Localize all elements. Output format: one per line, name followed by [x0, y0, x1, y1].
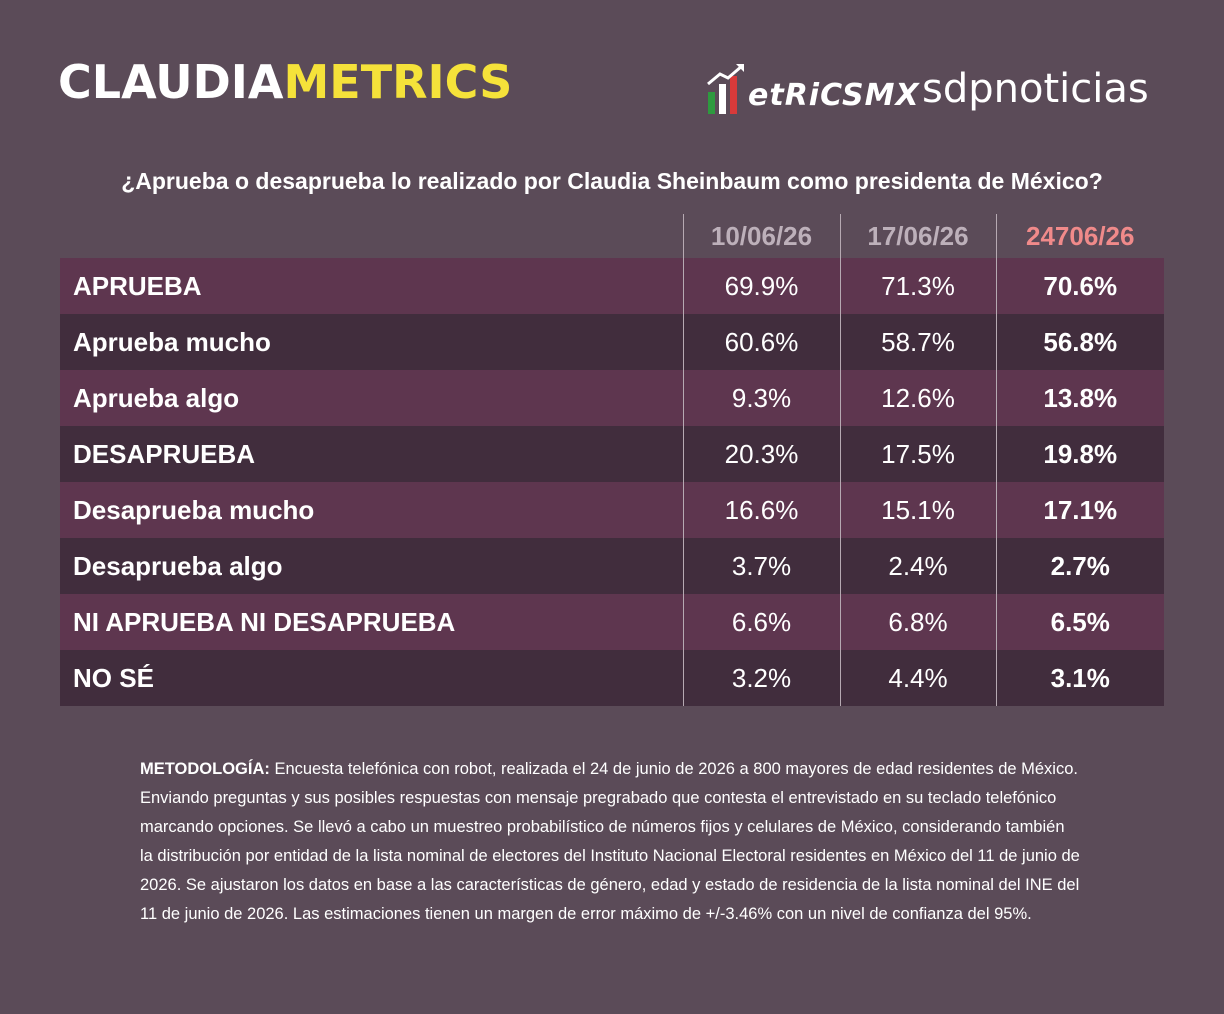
- cell-value-latest: 3.1%: [995, 650, 1164, 706]
- row-label: Desaprueba mucho: [60, 482, 683, 538]
- cell-value: 15.1%: [839, 482, 996, 538]
- brand-part-claudia: CLAUDIA: [58, 55, 284, 109]
- cell-value: 4.4%: [839, 650, 996, 706]
- cell-value: 6.6%: [682, 594, 840, 650]
- methodology-text: Encuesta telefónica con robot, realizada…: [140, 760, 1080, 923]
- cell-value: 3.2%: [682, 650, 840, 706]
- table-row-aprueba: APRUEBA 69.9% 71.3% 70.6%: [60, 258, 1164, 314]
- table-row-ni-aprueba-ni-desaprueba: NI APRUEBA NI DESAPRUEBA 6.6% 6.8% 6.5%: [60, 594, 1164, 650]
- cell-value: 20.3%: [682, 426, 840, 482]
- cell-value: 9.3%: [682, 370, 840, 426]
- cell-value-latest: 6.5%: [995, 594, 1164, 650]
- cell-value: 3.7%: [682, 538, 840, 594]
- cell-value: 16.6%: [682, 482, 840, 538]
- chart-title: ¿Aprueba o desaprueba lo realizado por C…: [121, 168, 1103, 194]
- claudiametrics-logo: CLAUDIAMETRICS: [58, 52, 512, 112]
- metricsmx-chart-icon: [707, 64, 744, 114]
- metricsmx-logo-text: etRiCSMX: [748, 78, 920, 113]
- row-label: Aprueba algo: [60, 370, 683, 426]
- cell-value: 71.3%: [839, 258, 996, 314]
- cell-value: 69.9%: [682, 258, 840, 314]
- sdpnoticias-logo: sdpnoticias: [922, 66, 1149, 112]
- header-row: 10/06/26 17/06/26 24706/26: [60, 214, 1164, 258]
- cell-value: 60.6%: [682, 314, 840, 370]
- column-header-date-2: 17/06/26: [839, 214, 996, 258]
- row-label: NO SÉ: [60, 650, 683, 706]
- cell-value-latest: 13.8%: [995, 370, 1164, 426]
- methodology-note: METODOLOGÍA: Encuesta telefónica con rob…: [140, 755, 1080, 929]
- cell-value: 2.4%: [839, 538, 996, 594]
- table-row-desaprueba-algo: Desaprueba algo 3.7% 2.4% 2.7%: [60, 538, 1164, 594]
- column-header-date-1: 10/06/26: [682, 214, 840, 258]
- table-row-desaprueba-mucho: Desaprueba mucho 16.6% 15.1% 17.1%: [60, 482, 1164, 538]
- table-row-desaprueba: DESAPRUEBA 20.3% 17.5% 19.8%: [60, 426, 1164, 482]
- cell-value-latest: 19.8%: [995, 426, 1164, 482]
- methodology-label: METODOLOGÍA:: [140, 760, 270, 778]
- cell-value: 17.5%: [839, 426, 996, 482]
- cell-value: 58.7%: [839, 314, 996, 370]
- row-label: Aprueba mucho: [60, 314, 683, 370]
- row-label: NI APRUEBA NI DESAPRUEBA: [60, 594, 683, 650]
- row-label: APRUEBA: [60, 258, 683, 314]
- table-row-aprueba-mucho: Aprueba mucho 60.6% 58.7% 56.8%: [60, 314, 1164, 370]
- column-header-date-3: 24706/26: [995, 214, 1164, 258]
- cell-value: 6.8%: [839, 594, 996, 650]
- results-table: 10/06/26 17/06/26 24706/26 APRUEBA 69.9%…: [60, 214, 1164, 706]
- table-row-no-se: NO SÉ 3.2% 4.4% 3.1%: [60, 650, 1164, 706]
- cell-value-latest: 70.6%: [995, 258, 1164, 314]
- cell-value: 12.6%: [839, 370, 996, 426]
- brand-part-metrics: METRICS: [283, 55, 513, 109]
- metricsmx-logo: etRiCSMX: [706, 60, 920, 116]
- cell-value-latest: 56.8%: [995, 314, 1164, 370]
- cell-value-latest: 2.7%: [995, 538, 1164, 594]
- cell-value-latest: 17.1%: [995, 482, 1164, 538]
- header-empty: [60, 214, 683, 258]
- row-label: DESAPRUEBA: [60, 426, 683, 482]
- table-row-aprueba-algo: Aprueba algo 9.3% 12.6% 13.8%: [60, 370, 1164, 426]
- row-label: Desaprueba algo: [60, 538, 683, 594]
